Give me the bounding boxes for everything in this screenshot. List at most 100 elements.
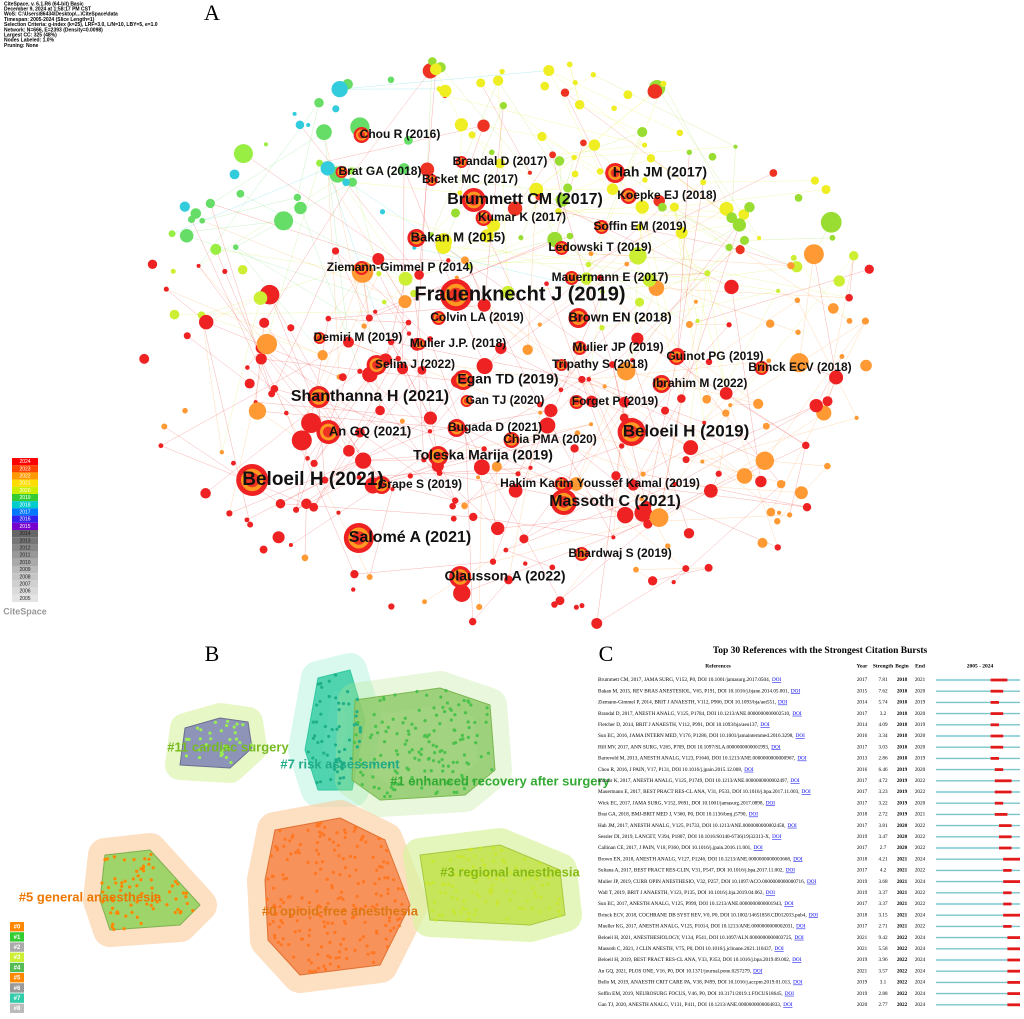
- node: [309, 502, 319, 512]
- edge: [263, 182, 353, 323]
- doi-link[interactable]: DOI: [786, 868, 795, 874]
- node: [468, 131, 476, 139]
- doi-link[interactable]: DOI: [785, 991, 794, 997]
- cluster-node: [336, 965, 341, 969]
- cited-node-core: [558, 480, 565, 488]
- doi-link[interactable]: DOI: [792, 957, 801, 963]
- cluster-node: [337, 955, 341, 960]
- node-label: Mulier JP (2019): [572, 340, 663, 354]
- doi-link[interactable]: DOI: [771, 744, 780, 750]
- doi-link[interactable]: DOI: [794, 935, 803, 941]
- node: [187, 215, 196, 224]
- doi-link[interactable]: DOI: [783, 1002, 792, 1008]
- doi-link[interactable]: DOI: [766, 890, 775, 896]
- doi-link[interactable]: DOI: [797, 756, 806, 762]
- doi-link[interactable]: DOI: [792, 711, 801, 717]
- node: [405, 319, 412, 326]
- legend-swatch: [10, 942, 24, 952]
- cluster-node: [451, 908, 455, 912]
- edge: [560, 327, 603, 390]
- doi-link[interactable]: DOI: [772, 834, 781, 840]
- cluster-node: [332, 848, 337, 852]
- cluster-node: [363, 904, 368, 908]
- node: [528, 465, 533, 470]
- cluster-node: [228, 738, 232, 742]
- doi-link[interactable]: DOI: [766, 800, 775, 806]
- doi-link[interactable]: DOI: [809, 912, 818, 918]
- node: [683, 528, 695, 539]
- begin: 2021: [897, 890, 908, 896]
- cluster-node: [330, 727, 334, 732]
- node: [686, 149, 693, 156]
- doi-link[interactable]: DOI: [807, 879, 816, 885]
- doi-link[interactable]: DOI: [760, 722, 769, 728]
- doi-link[interactable]: DOI: [793, 980, 802, 986]
- edge: [588, 172, 774, 265]
- cluster-node: [323, 724, 328, 729]
- doi-link[interactable]: DOI: [784, 901, 793, 907]
- doi-link[interactable]: DOI: [753, 968, 762, 974]
- edge: [363, 459, 424, 461]
- node-label: Selim J (2022): [375, 357, 455, 371]
- cluster-node: [533, 890, 537, 895]
- doi-link[interactable]: DOI: [772, 677, 781, 683]
- cluster-node: [314, 720, 319, 724]
- edge: [205, 371, 361, 494]
- cluster-node: [176, 907, 180, 912]
- cluster-node: [349, 756, 353, 761]
- cluster-node: [389, 785, 393, 789]
- node: [733, 144, 738, 149]
- doi-link[interactable]: DOI: [749, 812, 758, 818]
- cited-node-core: [323, 426, 334, 438]
- doi-link[interactable]: DOI: [791, 688, 800, 694]
- node: [503, 547, 509, 553]
- reference: Sun EC, 2016, JAMA INTERN MED, V176, P12…: [598, 733, 794, 739]
- cluster-node: [354, 868, 358, 872]
- edge: [359, 371, 456, 502]
- cluster-node: [431, 743, 435, 747]
- doi-link[interactable]: DOI: [802, 789, 811, 795]
- cited-node-core: [358, 264, 365, 272]
- node: [529, 182, 544, 197]
- strength: 3.81: [878, 823, 887, 829]
- doi-link[interactable]: DOI: [775, 946, 784, 952]
- cluster-node: [382, 860, 386, 864]
- year: 2019: [857, 879, 868, 885]
- doi-link[interactable]: DOI: [790, 778, 799, 784]
- doi-link[interactable]: DOI: [796, 733, 805, 739]
- node: [700, 459, 705, 464]
- node: [580, 272, 593, 285]
- node-label: Forget P (2019): [572, 394, 658, 408]
- end: 2020: [915, 744, 926, 750]
- cluster-node: [432, 751, 437, 755]
- cluster-node: [428, 882, 432, 886]
- legend-swatch: [10, 962, 24, 973]
- legend-swatch: [12, 530, 38, 538]
- node: [499, 68, 505, 75]
- doi-link[interactable]: DOI: [754, 845, 763, 851]
- cluster-node: [430, 909, 435, 913]
- cluster-node: [426, 777, 431, 782]
- edge: [280, 460, 364, 504]
- node: [728, 403, 733, 408]
- node: [845, 293, 853, 302]
- doi-link[interactable]: DOI: [796, 924, 805, 930]
- doi-link[interactable]: DOI: [744, 767, 753, 773]
- node: [466, 263, 473, 270]
- cluster-node: [461, 776, 465, 780]
- cluster-node: [340, 765, 344, 769]
- edge: [369, 489, 393, 578]
- edge: [497, 80, 509, 293]
- legend-year: 2024: [19, 459, 30, 465]
- cluster-node: [361, 935, 365, 939]
- end: 2024: [915, 935, 926, 941]
- cluster-node: [273, 905, 277, 909]
- begin: 2020: [897, 823, 908, 829]
- doi-link[interactable]: DOI: [778, 700, 787, 706]
- cluster-node: [376, 731, 380, 735]
- cluster-node: [309, 961, 314, 965]
- doi-link[interactable]: DOI: [788, 823, 797, 829]
- cluster-node: [282, 844, 286, 848]
- node: [616, 361, 636, 381]
- doi-link[interactable]: DOI: [793, 856, 802, 862]
